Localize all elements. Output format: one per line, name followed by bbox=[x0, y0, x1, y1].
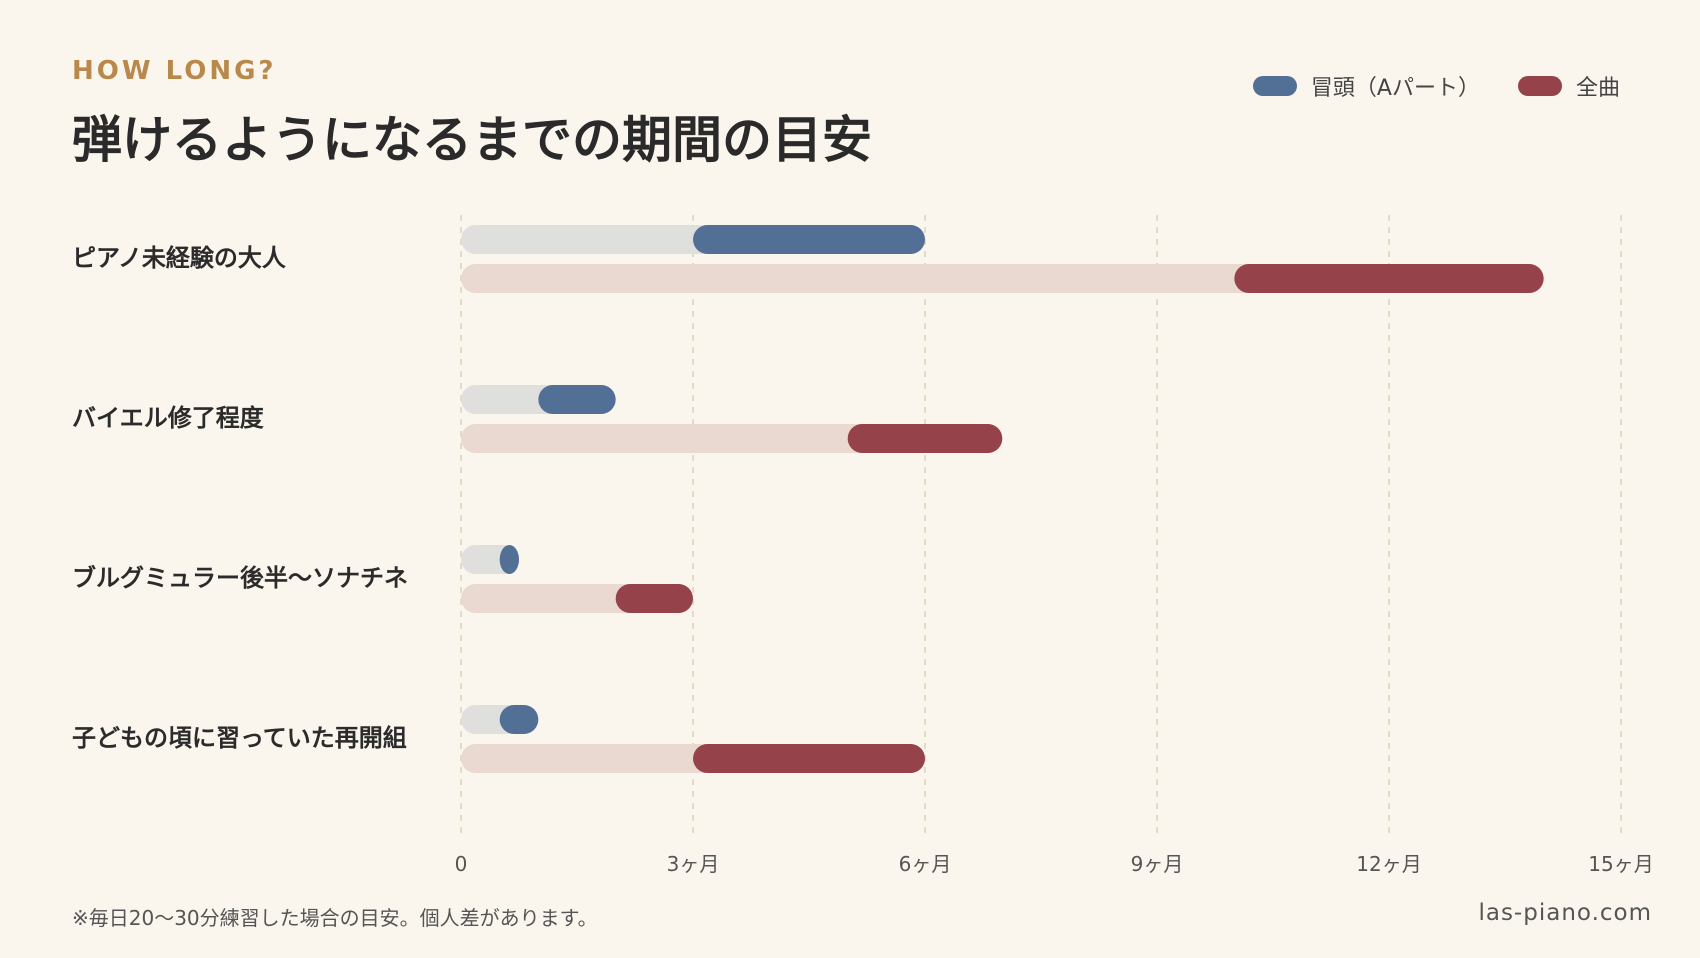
x-tick-label: 15ヶ月 bbox=[1588, 852, 1653, 876]
x-tick-label: 3ヶ月 bbox=[667, 852, 720, 876]
x-tick-label: 0 bbox=[455, 852, 468, 876]
x-tick-label: 12ヶ月 bbox=[1356, 852, 1421, 876]
full-range-bar bbox=[847, 424, 1003, 453]
legend: 冒頭（Aパート） 全曲 bbox=[1215, 70, 1620, 102]
legend-label-intro: 冒頭（Aパート） bbox=[1310, 76, 1480, 101]
intro-range-bar bbox=[499, 705, 539, 734]
legend-swatch-intro bbox=[1252, 76, 1297, 96]
x-tick-label: 6ヶ月 bbox=[899, 852, 952, 876]
legend-label-full: 全曲 bbox=[1575, 76, 1620, 101]
site-url: las-piano.com bbox=[1478, 900, 1652, 926]
chart-title: 弾けるようになるまでの期間の目安 bbox=[72, 110, 872, 169]
eyebrow-text: HOW LONG? bbox=[72, 56, 277, 86]
legend-swatch-full bbox=[1517, 76, 1562, 96]
intro-range-bar bbox=[693, 225, 925, 254]
category-label: 子どもの頃に習っていた再開組 bbox=[72, 724, 407, 752]
x-tick-label: 9ヶ月 bbox=[1131, 852, 1184, 876]
full-range-bar bbox=[615, 584, 693, 613]
intro-range-bar bbox=[538, 385, 616, 414]
full-range-bar bbox=[1234, 264, 1544, 293]
legend-item-intro: 冒頭（Aパート） bbox=[1252, 70, 1480, 102]
category-label: ピアノ未経験の大人 bbox=[72, 244, 286, 272]
footnote: ※毎日20〜30分練習した場合の目安。個人差があります。 bbox=[72, 906, 598, 930]
category-label: ブルグミュラー後半〜ソナチネ bbox=[72, 564, 408, 592]
legend-item-full: 全曲 bbox=[1517, 70, 1620, 102]
intro-range-bar bbox=[499, 545, 519, 574]
category-label: バイエル修了程度 bbox=[72, 404, 265, 432]
full-range-bar bbox=[693, 744, 925, 773]
